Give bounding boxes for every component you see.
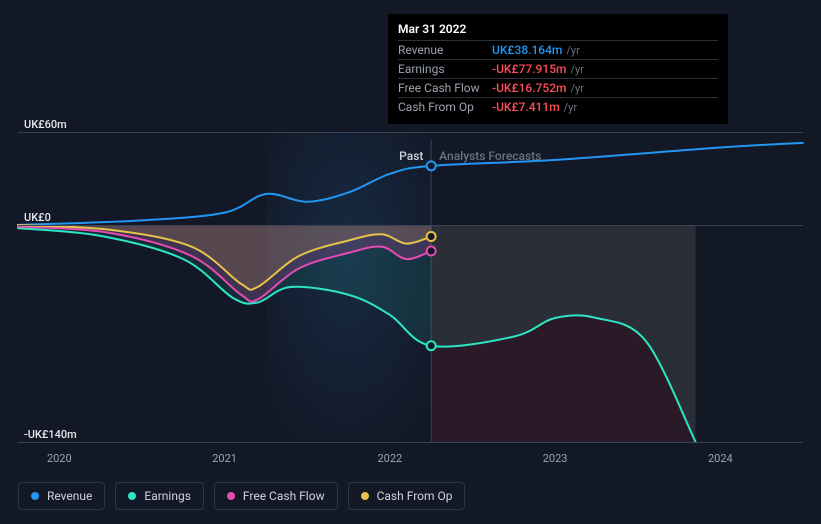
tooltip-row-value: -UK£7.411m — [492, 100, 560, 114]
tooltip-row: Cash From Op-UK£7.411m/yr — [398, 98, 718, 116]
legend-item[interactable]: Free Cash Flow — [214, 482, 338, 510]
tooltip-date: Mar 31 2022 — [398, 20, 718, 41]
tooltip-row-label: Earnings — [398, 62, 492, 76]
legend-item[interactable]: Revenue — [18, 482, 105, 510]
forecast-label: Analysts Forecasts — [439, 149, 541, 163]
tooltip-row-label: Cash From Op — [398, 100, 492, 114]
tooltip-row: Earnings-UK£77.915m/yr — [398, 60, 718, 79]
tooltip-row-value: UK£38.164m — [492, 43, 562, 57]
x-tick-label: 2022 — [377, 452, 402, 465]
legend-swatch — [31, 492, 39, 500]
legend-label: Earnings — [144, 489, 191, 503]
x-tick-label: 2023 — [543, 452, 568, 465]
tooltip: Mar 31 2022 RevenueUK£38.164m/yrEarnings… — [388, 14, 728, 124]
legend-swatch — [128, 492, 136, 500]
y-tick-label: UK£60m — [24, 118, 67, 131]
legend-swatch — [227, 492, 235, 500]
tooltip-row-unit: /yr — [570, 63, 583, 76]
tooltip-row: RevenueUK£38.164m/yr — [398, 41, 718, 60]
tooltip-row: Free Cash Flow-UK£16.752m/yr — [398, 79, 718, 98]
y-tick-label: -UK£140m — [24, 428, 77, 441]
y-gridline — [18, 132, 803, 133]
legend-label: Revenue — [47, 489, 92, 503]
tooltip-row-unit: /yr — [570, 82, 583, 95]
legend-item[interactable]: Earnings — [115, 482, 204, 510]
y-gridline — [18, 442, 803, 443]
tooltip-row-unit: /yr — [564, 101, 577, 114]
x-tick-label: 2020 — [47, 452, 72, 465]
legend-swatch — [361, 492, 369, 500]
x-tick-label: 2021 — [212, 452, 237, 465]
tooltip-row-value: -UK£16.752m — [492, 81, 566, 95]
tooltip-row-label: Free Cash Flow — [398, 81, 492, 95]
tooltip-row-unit: /yr — [566, 44, 579, 57]
y-gridline — [18, 225, 803, 226]
x-tick-label: 2024 — [708, 452, 733, 465]
tooltip-row-value: -UK£77.915m — [492, 62, 566, 76]
financials-chart: UK£60mUK£0-UK£140m Mar 31 2022 RevenueUK… — [0, 0, 821, 524]
legend-label: Cash From Op — [377, 489, 453, 503]
legend-label: Free Cash Flow — [243, 489, 325, 503]
tooltip-row-label: Revenue — [398, 43, 492, 57]
y-tick-label: UK£0 — [24, 211, 51, 224]
past-label: Past — [399, 149, 423, 163]
legend-item[interactable]: Cash From Op — [348, 482, 466, 510]
legend: Revenue Earnings Free Cash Flow Cash From O… — [18, 482, 465, 510]
